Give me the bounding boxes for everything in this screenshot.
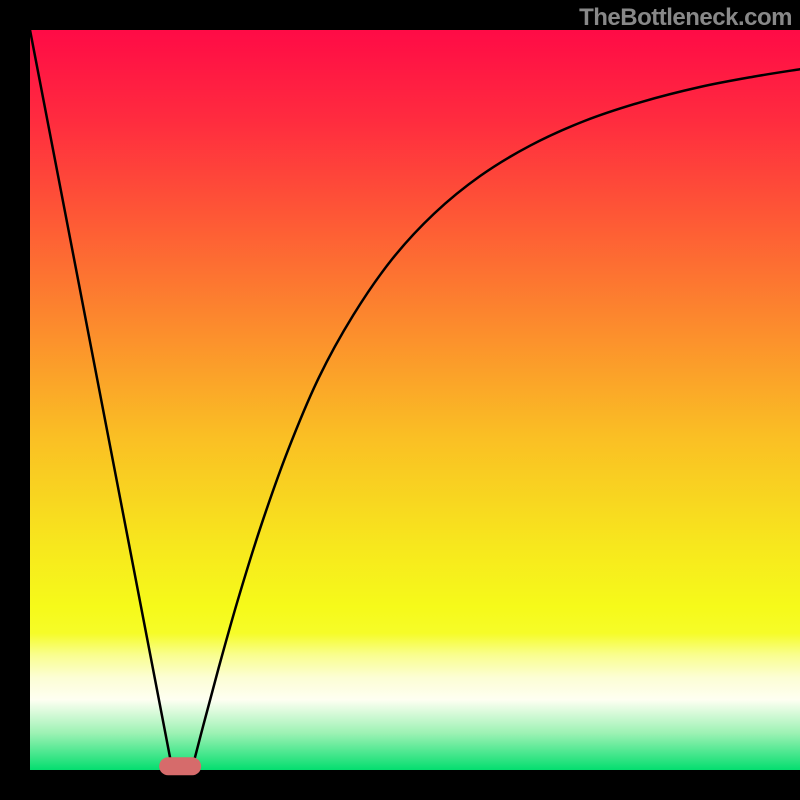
optimal-point-marker xyxy=(159,757,201,775)
bottleneck-curve-chart xyxy=(0,0,800,800)
chart-container: TheBottleneck.com xyxy=(0,0,800,800)
plot-background-gradient xyxy=(30,30,800,770)
